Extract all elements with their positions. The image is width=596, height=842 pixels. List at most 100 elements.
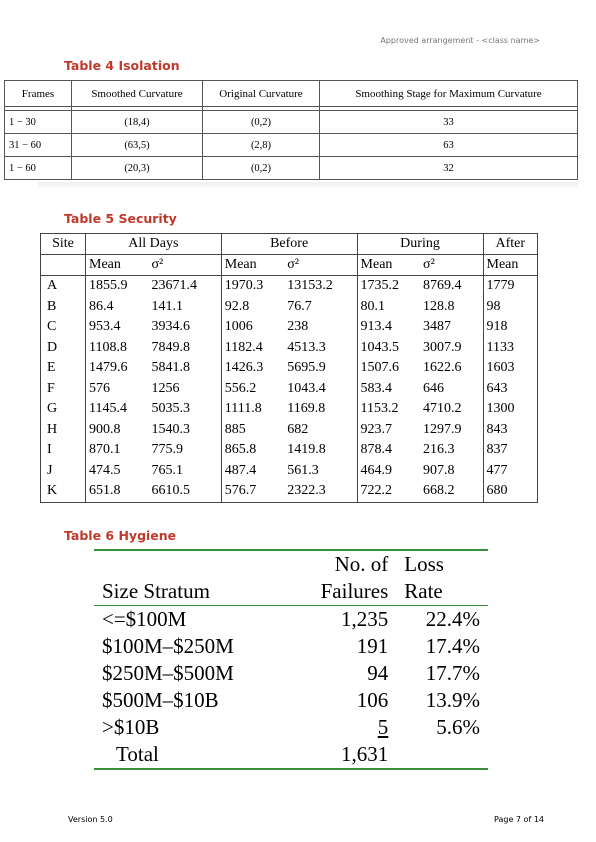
table6-cell: 22.4% <box>425 607 480 631</box>
table5-cell: 474.5 <box>89 462 121 478</box>
table4-shadow <box>38 182 578 190</box>
table5-site-cell: F <box>40 378 86 399</box>
table4-header-cell: Smoothed Curvature <box>71 80 203 107</box>
table5-cell: 1043.5 <box>360 339 400 355</box>
table4-cell: 31 − 60 <box>4 133 72 157</box>
table5-sub-header: σ² <box>148 254 222 276</box>
table-row: C 953.4 3934.6 1006 238 913.4 3487 918 <box>40 317 538 338</box>
table5-cell: 870.1 <box>89 442 121 458</box>
table4-cell: (0,2) <box>202 156 320 180</box>
table6-header-cell: Loss <box>396 549 488 578</box>
table6-cell: >$10B <box>102 715 160 739</box>
table6-cell: 5 <box>287 714 396 741</box>
table5-cell: 6610.5 <box>148 481 222 503</box>
table5-cell: 464.9 <box>360 462 393 478</box>
table6-header-cell: Failures <box>287 578 397 606</box>
table4-caption: Table 4 Isolation <box>64 58 180 73</box>
table6-total-row: Total 1,631 <box>94 741 488 770</box>
table5-group-header-row: Site All Days Before During After <box>40 233 538 255</box>
table-row: E 1479.6 5841.8 1426.3 5695.9 1507.6 1622.6 160… <box>40 358 538 379</box>
table6-cell: 1,235 <box>341 607 389 631</box>
table6-image: No. of Loss Size Stratum Failures Rate <… <box>90 545 492 775</box>
table5-cell: 680 <box>483 481 538 503</box>
table5-cell: 1855.9 <box>89 278 128 294</box>
table5-sub-header-row: Mean σ² Mean σ² Mean σ² Mean <box>40 254 538 276</box>
table5-cell: 1735.2 <box>360 278 400 294</box>
table5-cell: 576 <box>89 380 110 396</box>
table4-cell: (18,4) <box>71 110 203 134</box>
table5-cell: 86.4 <box>89 298 114 314</box>
table5-cell: 3934.6 <box>148 317 222 338</box>
table6-cell: <=$100M <box>102 607 187 631</box>
footer-page-number: Page 7 of 14 <box>494 815 544 824</box>
table5-site-cell: J <box>40 460 86 481</box>
table6-cell: $500M–$10B <box>102 688 219 712</box>
table5-cell: 885 <box>224 421 246 437</box>
table5-cell: 556.2 <box>224 380 257 396</box>
table5-cell: 583.4 <box>360 380 393 396</box>
table5-cell: 8769.4 <box>420 275 484 297</box>
table5-cell: 878.4 <box>360 442 393 458</box>
table5-group-header: After <box>483 233 538 255</box>
table-row: D 1108.8 7849.8 1182.4 4513.3 1043.5 3007.9 113… <box>40 337 538 358</box>
table5-cell: 1779 <box>483 275 538 297</box>
table5-cell: 80.1 <box>360 298 386 314</box>
table5-cell: 141.1 <box>148 296 222 317</box>
table5-cell: 765.1 <box>148 460 222 481</box>
table6-cell: 5.6% <box>436 715 480 739</box>
table-row: $250M–$500M 94 17.7% <box>94 660 488 687</box>
table5-cell: 1145.4 <box>89 401 127 417</box>
table4-header-cell: Smoothing Stage for Maximum Curvature <box>319 80 578 107</box>
table5-cell: 128.8 <box>420 296 484 317</box>
table5-cell: 5035.3 <box>148 399 222 420</box>
table-row: 1 − 30 (18,4) (0,2) 33 <box>4 110 578 134</box>
table4-cell: (20,3) <box>71 156 203 180</box>
table5-cell: 98 <box>483 296 538 317</box>
table5-cell: 1300 <box>483 399 538 420</box>
table5-cell: 837 <box>483 440 538 461</box>
table4-cell: (63,5) <box>71 133 203 157</box>
table4-cell: 1 − 30 <box>4 110 72 134</box>
table6-cell: 191 <box>356 634 389 658</box>
table5-cell: 668.2 <box>420 481 484 503</box>
table5-cell: 865.8 <box>224 442 257 458</box>
table5-cell: 1182.4 <box>224 339 263 355</box>
table6: No. of Loss Size Stratum Failures Rate <… <box>94 549 488 770</box>
table6-underlined-value: 5 <box>377 715 389 739</box>
footer-version: Version 5.0 <box>68 815 113 824</box>
table5-cell: 1622.6 <box>420 358 484 379</box>
table5-group-header: All Days <box>85 233 222 255</box>
table5-cell: 1133 <box>483 337 538 358</box>
table-row: K 651.8 6610.5 576.7 2322.3 722.2 668.2 680 <box>40 481 538 503</box>
table5-cell: 775.9 <box>148 440 222 461</box>
table-row: 1 − 60 (20,3) (0,2) 32 <box>4 156 578 180</box>
table5-site-cell: E <box>40 358 86 379</box>
table5-cell: 4710.2 <box>420 399 484 420</box>
table5-site-cell: G <box>40 399 86 420</box>
table5-cell: 923.7 <box>360 421 393 437</box>
table5-cell: 1256 <box>148 378 222 399</box>
table5-cell: 7849.8 <box>148 337 222 358</box>
table-row: >$10B 5 5.6% <box>94 714 488 741</box>
table5-cell: 576.7 <box>221 481 285 503</box>
table5-cell: 3487 <box>420 317 484 338</box>
table5-cell: 682 <box>284 419 358 440</box>
table4-cell: (0,2) <box>202 110 320 134</box>
table6-cell: 106 <box>356 688 389 712</box>
table5-sub-header: Mean <box>357 254 421 276</box>
table-row: H 900.8 1540.3 885 682 923.7 1297.9 843 <box>40 419 538 440</box>
table5-site-cell: H <box>40 419 86 440</box>
table-row: $500M–$10B 106 13.9% <box>94 687 488 714</box>
table-row: I 870.1 775.9 865.8 1419.8 878.4 216.3 837 <box>40 440 538 461</box>
table5-sub-header: Mean <box>85 254 149 276</box>
table6-cell: 13.9% <box>425 688 480 712</box>
table6-header-cell <box>94 549 288 578</box>
table4: Frames Smoothed Curvature Original Curva… <box>4 80 578 180</box>
table5-cell: 561.3 <box>284 460 358 481</box>
table5-cell: 477 <box>483 460 538 481</box>
table6-cell: $100M–$250M <box>102 634 234 658</box>
table4-cell: 63 <box>319 133 578 157</box>
table5-cell: 13153.2 <box>284 275 358 297</box>
table5-cell: 1479.6 <box>89 360 128 376</box>
table6-header-row: No. of Loss <box>94 549 488 578</box>
